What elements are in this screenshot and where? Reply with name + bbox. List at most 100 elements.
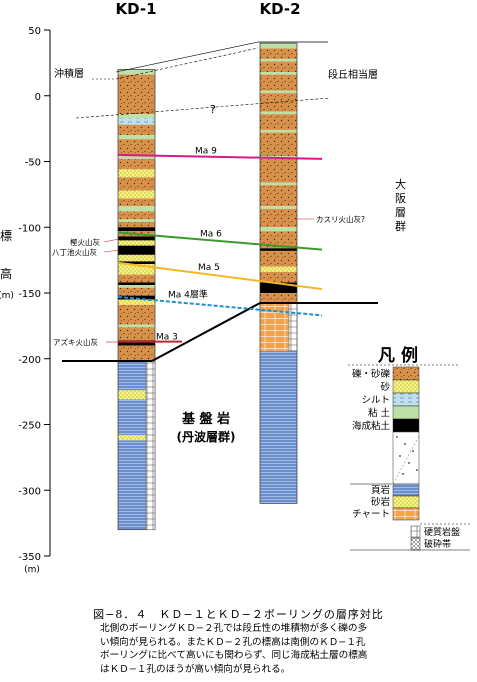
basement-label-line2: (丹波層群) — [177, 429, 236, 444]
rock-condition-strip — [145, 361, 156, 530]
legend-label: 破砕帯 — [424, 538, 451, 550]
legend-swatch — [392, 495, 420, 509]
column-outline — [259, 42, 298, 504]
stratum-layer — [118, 295, 155, 300]
stratum-layer — [118, 254, 155, 262]
stratum-layer — [260, 350, 297, 504]
stratum-layer — [118, 206, 155, 212]
legend-swatch — [402, 473, 404, 475]
marker-line — [117, 261, 323, 291]
kd2-column — [259, 42, 298, 504]
stratum-layer — [118, 236, 155, 241]
legend-swatch — [412, 450, 414, 452]
legend-swatch — [416, 469, 418, 471]
stratum-layer — [260, 271, 297, 283]
stratum-layer — [260, 250, 297, 267]
caption-line-1: 北側のボーリングＫＤ−２孔では段丘性の堆積物が多く礫の多 — [100, 623, 368, 634]
stratum-layer — [260, 208, 297, 228]
legend-swatch — [392, 405, 420, 420]
stratum-layer — [118, 190, 155, 199]
correlation-lines — [62, 41, 378, 362]
legend-swatch — [392, 435, 420, 485]
terrace-label: 段丘相当層 — [328, 68, 378, 81]
kd1-title: KD-1 — [115, 0, 156, 18]
marker-label: Ma 3 — [156, 333, 178, 343]
stratum-layer — [118, 118, 155, 125]
axis-tick-label: -350 — [18, 552, 41, 563]
ash-labels: 樫火山灰 八丁池火山灰 アズキ火山灰 カスリ火山灰? — [52, 214, 365, 347]
stratum-layer — [118, 274, 155, 283]
marker-layers: Ma 9 Ma 6 Ma 5 Ma 4層準 Ma 3 — [117, 146, 323, 343]
axis-unit-bottom: (m) — [24, 565, 40, 575]
legend-swatch — [396, 436, 398, 438]
stratum-layer — [118, 261, 155, 265]
stratum-layer — [118, 390, 155, 400]
legend-label: 硬質岩盤 — [424, 526, 460, 538]
stratum-layer — [260, 293, 297, 304]
stratum-layer — [118, 345, 155, 362]
legend-label: 頁岩 — [371, 484, 390, 496]
basement-label-line1: 基 盤 岩 — [181, 411, 230, 427]
stratum-layer — [260, 248, 297, 251]
stratum-layer — [260, 61, 297, 73]
stratum-layer — [118, 74, 155, 115]
stratum-layer — [260, 129, 297, 133]
legend-label: 砂 — [380, 381, 390, 393]
osaka-group-label: 大 阪 層 群 — [395, 177, 406, 233]
legend-swatch — [399, 455, 401, 457]
stratum-layer — [118, 221, 155, 228]
stratum-layer — [118, 340, 155, 346]
legend-label: 粘 土 — [368, 407, 391, 419]
stratum-layer — [118, 324, 155, 328]
axis-tick-label: -100 — [18, 223, 41, 234]
stratum-layer — [260, 93, 297, 112]
ash-label-kasuri: カスリ火山灰? — [316, 214, 365, 224]
caption-line-2: い傾向が見られる。またＫＤ−２孔の標高は南側のＫＤ−１孔 — [100, 636, 366, 648]
legend-swatch — [404, 443, 406, 445]
stratum-layer — [118, 245, 155, 255]
legend-label: チャート — [352, 509, 390, 520]
legend-swatch — [392, 418, 420, 433]
legend-label: 海成粘土 — [352, 420, 391, 432]
axis-tick-label: -250 — [18, 421, 41, 432]
stratum-layer — [118, 154, 155, 159]
question-mark: ? — [210, 103, 216, 116]
legend-title: 凡 例 — [378, 345, 418, 366]
stratum-layer — [260, 158, 297, 183]
unconformity-line-slope — [151, 302, 261, 362]
stratum-layer — [118, 299, 155, 305]
legend-swatch — [392, 507, 420, 521]
stratum-layer — [260, 132, 297, 157]
legend-swatch — [392, 379, 420, 394]
stratum-layer — [118, 124, 155, 136]
marker-label: Ma 9 — [195, 146, 217, 156]
marker-label: Ma 6 — [200, 229, 222, 239]
stratum-layer — [118, 135, 155, 140]
stratum-layer — [118, 211, 155, 220]
stratum-layer — [260, 114, 297, 130]
stratum-layer — [260, 43, 297, 49]
ash-label-hatchoike: 八丁池火山灰 — [52, 247, 97, 257]
stratum-layer — [118, 304, 155, 325]
marker-line — [117, 231, 323, 251]
stratum-layer — [118, 158, 155, 170]
stratum-layer — [118, 285, 155, 288]
stratum-layer — [260, 182, 297, 186]
legend-swatch — [392, 431, 420, 485]
stratum-layer — [118, 139, 155, 155]
figure-caption-title: 図−8．４ ＫＤ−１とＫＤ−２ボーリングの層序対比 — [93, 608, 384, 621]
axis-tick-label: -50 — [25, 158, 41, 169]
alluvium-label: 沖積層 — [54, 67, 84, 80]
stratum-layer — [260, 58, 297, 62]
stratum-layer — [118, 227, 155, 232]
legend-swatch — [410, 525, 421, 539]
stratum-layer — [260, 90, 297, 94]
legend-swatch — [392, 366, 420, 381]
stratum-layer — [118, 69, 155, 75]
marker-label: Ma 4層準 — [168, 288, 208, 300]
stratum-layer — [118, 114, 155, 119]
stratum-layer — [118, 219, 155, 222]
osaka-char-1: 大 — [395, 177, 406, 191]
stratum-layer — [260, 185, 297, 207]
